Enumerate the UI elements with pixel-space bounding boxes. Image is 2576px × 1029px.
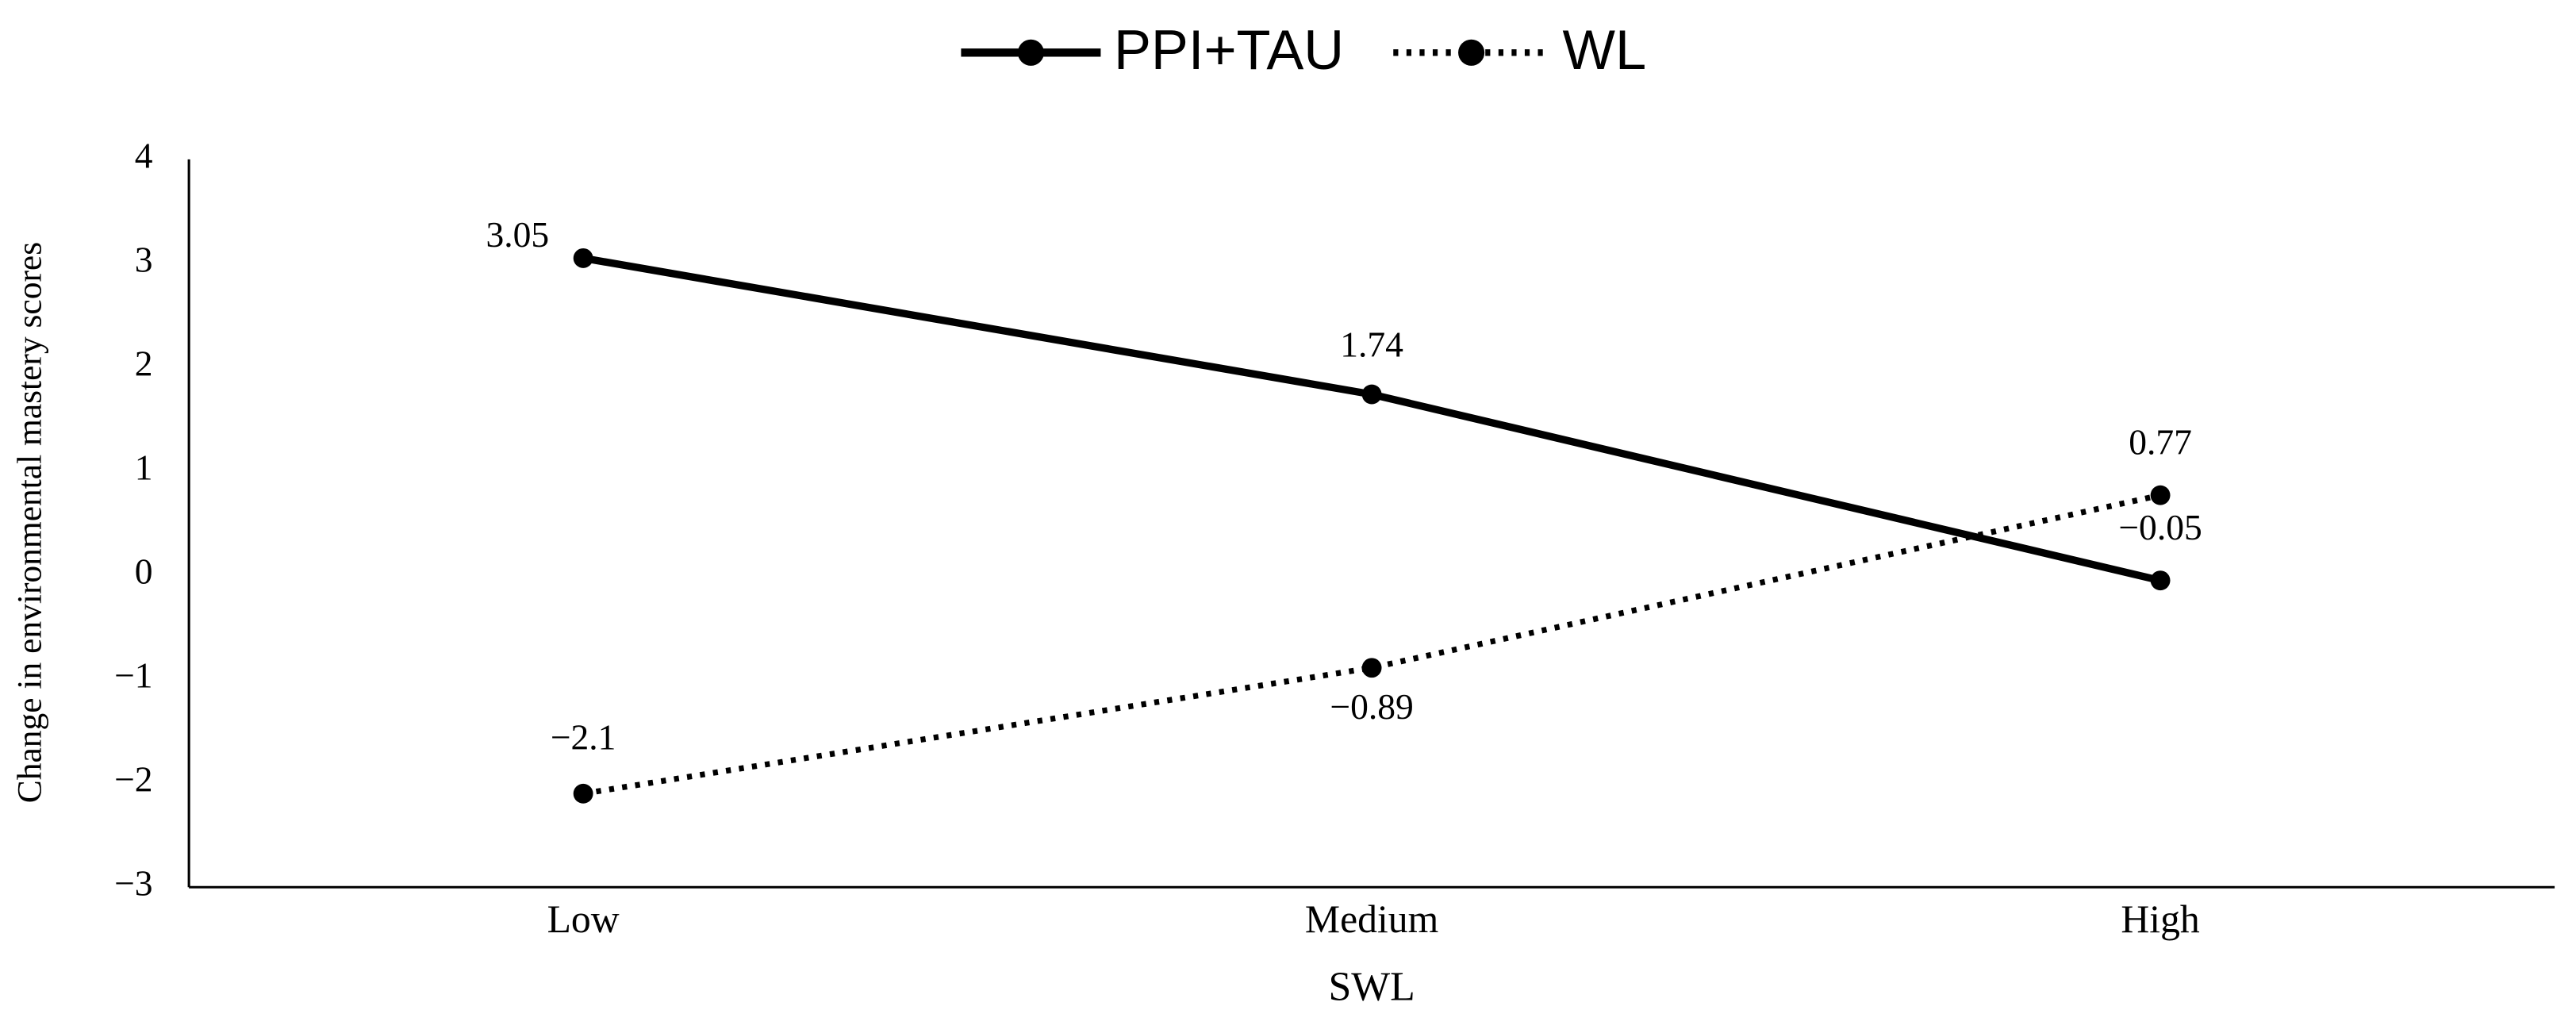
y-axis-label: Change in environmental mastery scores (10, 242, 48, 803)
y-tick-label: 2 (135, 343, 153, 383)
y-tick-label: 1 (135, 447, 153, 488)
y-tick-label: −1 (114, 655, 152, 696)
x-tick-label: High (2121, 897, 2200, 941)
series-line (582, 492, 2161, 797)
y-tick-label: −2 (114, 759, 152, 800)
data-point (2150, 485, 2171, 505)
data-label: 3.05 (486, 214, 549, 255)
data-label: −0.05 (2118, 507, 2202, 547)
legend-marker (1458, 39, 1485, 66)
data-point (1361, 658, 1382, 678)
data-point (1361, 384, 1382, 405)
y-tick-label: 0 (135, 551, 153, 592)
x-tick-label: Low (547, 897, 620, 941)
y-tick-label: 4 (135, 135, 153, 175)
data-point (573, 248, 593, 268)
data-label: −2.1 (551, 717, 616, 758)
legend-label: WL (1563, 18, 1647, 81)
y-tick-label: 3 (135, 239, 153, 279)
data-point (2150, 570, 2171, 591)
legend-label: PPI+TAU (1114, 18, 1344, 81)
legend-marker (1017, 39, 1044, 66)
data-label: 0.77 (2129, 422, 2192, 463)
data-point (573, 783, 593, 804)
data-label: 1.74 (1340, 324, 1403, 365)
x-tick-label: Medium (1305, 897, 1438, 941)
data-label: −0.89 (1330, 686, 1413, 727)
x-axis-label: SWL (1328, 965, 1415, 1010)
y-tick-label: −3 (114, 863, 152, 904)
series-line (582, 254, 2162, 585)
